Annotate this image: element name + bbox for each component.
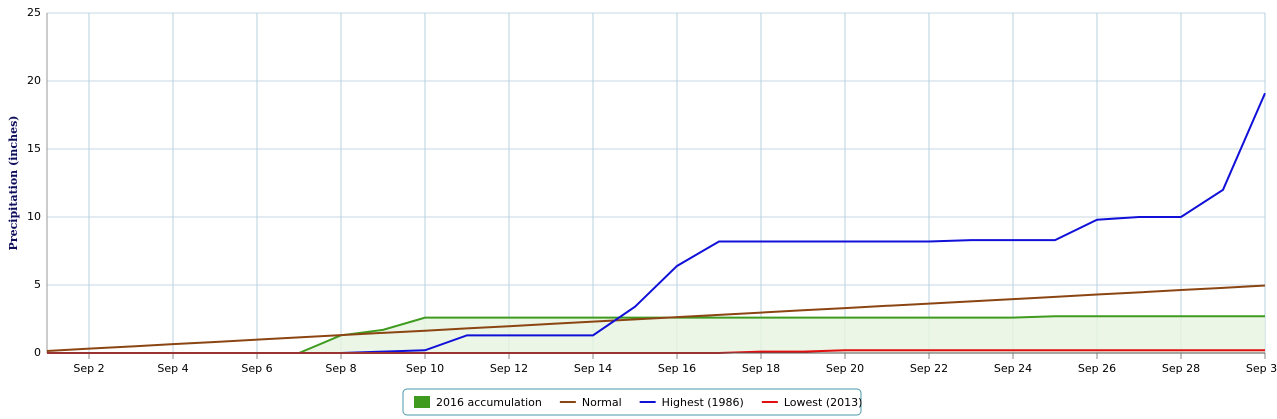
legend-label: Lowest (2013) [784, 396, 863, 409]
x-tick-label: Sep 28 [1162, 362, 1200, 375]
x-tick-label: Sep 12 [490, 362, 528, 375]
y-tick-label: 10 [27, 210, 41, 223]
x-tick-label: Sep 24 [994, 362, 1032, 375]
y-tick-label: 15 [27, 142, 41, 155]
legend-item[interactable]: Normal [559, 396, 622, 409]
series-line [47, 92, 1266, 354]
legend-swatch [414, 396, 430, 408]
x-tick-label: Sep 8 [325, 362, 356, 375]
x-tick-label: Sep 2 [73, 362, 104, 375]
x-tick-label: Sep 26 [1078, 362, 1116, 375]
x-tick-label: Sep 10 [406, 362, 444, 375]
y-tick-label: 5 [34, 278, 41, 291]
x-tick-label: Sep 30 [1246, 362, 1277, 375]
legend-box [402, 388, 862, 416]
y-axis-label: Precipitation (inches) [7, 116, 20, 251]
x-tick-label: Sep 20 [826, 362, 864, 375]
legend-item[interactable]: 2016 accumulation [414, 396, 542, 409]
x-tick-label: Sep 6 [241, 362, 272, 375]
legend-label: Highest (1986) [662, 396, 744, 409]
x-tick-label: Sep 16 [658, 362, 696, 375]
x-tick-label: Sep 4 [157, 362, 188, 375]
y-tick-label: 20 [27, 74, 41, 87]
legend-label: Normal [582, 396, 622, 409]
legend-label: 2016 accumulation [436, 396, 542, 409]
y-tick-label: 0 [34, 346, 41, 359]
area-fill [47, 316, 1265, 353]
x-tick-label: Sep 22 [910, 362, 948, 375]
x-tick-label: Sep 14 [574, 362, 612, 375]
y-tick-label: 25 [27, 6, 41, 19]
x-tick-label: Sep 18 [742, 362, 780, 375]
legend-item[interactable]: Lowest (2013) [761, 396, 863, 409]
legend-item[interactable]: Highest (1986) [639, 396, 744, 409]
series-line [46, 284, 1266, 352]
